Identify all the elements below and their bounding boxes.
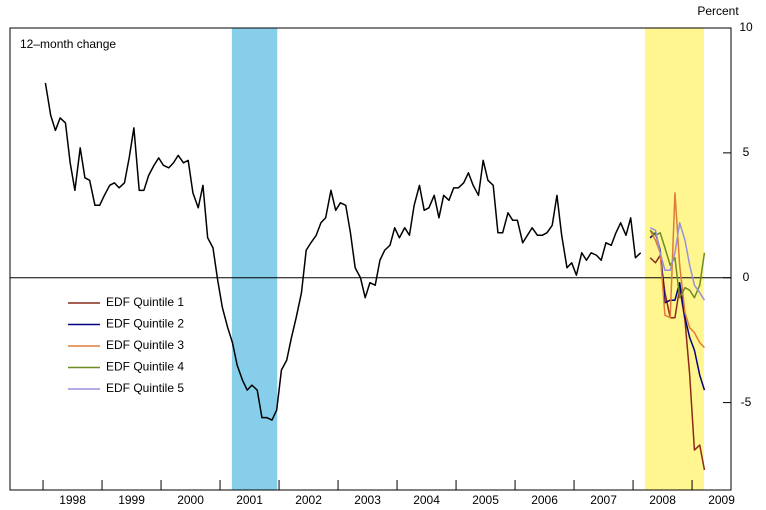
x-tick-label: 1998 xyxy=(59,493,86,507)
x-tick-label: 2002 xyxy=(295,493,322,507)
legend-label: EDF Quintile 4 xyxy=(106,360,184,374)
x-tick-label: 2001 xyxy=(236,493,263,507)
series-line xyxy=(649,229,706,299)
plot-frame xyxy=(9,27,732,491)
legend-label: EDF Quintile 3 xyxy=(106,338,184,352)
x-tick-label: 2007 xyxy=(590,493,617,507)
x-tick-label: 2006 xyxy=(531,493,558,507)
legend-label: EDF Quintile 5 xyxy=(106,381,184,395)
x-tick-label: 2009 xyxy=(708,493,735,507)
y-tick-label: 10 xyxy=(739,20,753,34)
legend-label: EDF Quintile 1 xyxy=(106,295,184,309)
y-tick-label: 0 xyxy=(743,270,750,284)
y-axis-label: Percent xyxy=(697,4,739,18)
x-tick-label: 2005 xyxy=(472,493,499,507)
series-line xyxy=(44,82,642,421)
shaded-region xyxy=(231,28,278,490)
series-line xyxy=(649,222,706,301)
x-tick-label: 2000 xyxy=(177,493,204,507)
x-tick-label: 1999 xyxy=(118,493,145,507)
annotation: 12–month change xyxy=(20,37,116,51)
series-line xyxy=(649,254,706,471)
x-tick-label: 2003 xyxy=(354,493,381,507)
legend-label: EDF Quintile 2 xyxy=(106,317,184,331)
x-tick-label: 2008 xyxy=(649,493,676,507)
x-tick-label: 2004 xyxy=(413,493,440,507)
y-tick-label: 5 xyxy=(743,145,750,159)
y-tick-label: -5 xyxy=(741,395,752,409)
